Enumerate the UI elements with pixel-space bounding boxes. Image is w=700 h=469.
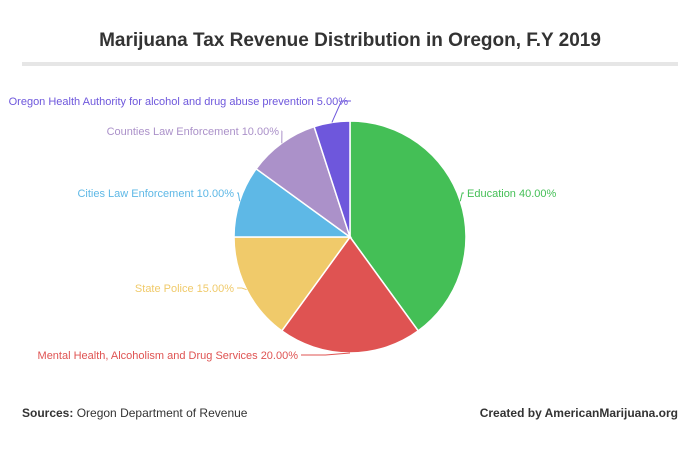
- pie-slice-counties-law-enforcement[interactable]: [255, 125, 352, 239]
- slice-label: Counties Law Enforcement 10.00%: [107, 126, 280, 138]
- pie-slice-oregon-health-authority-for-alcohol-and-drug-abuse-prevention[interactable]: [313, 120, 351, 238]
- label-connector: [237, 287, 247, 291]
- title-divider: [22, 62, 678, 66]
- slice-label: State Police 15.00%: [135, 283, 234, 295]
- label-connector: [331, 100, 351, 123]
- slice-label: Mental Health, Alcoholism and Drug Servi…: [38, 350, 299, 362]
- slice-label: Oregon Health Authority for alcohol and …: [9, 96, 349, 108]
- credit-note: Created by AmericanMarijuana.org: [479, 406, 678, 420]
- source-label: Sources:: [22, 406, 74, 420]
- label-connector: [237, 192, 241, 202]
- label-connector: [301, 352, 351, 356]
- source-text: Oregon Department of Revenue: [76, 406, 248, 420]
- slice-label: Cities Law Enforcement 10.00%: [77, 188, 234, 200]
- chart-title: Marijuana Tax Revenue Distribution in Or…: [99, 30, 601, 51]
- pie-slice-mental-health-alcoholism-and-drug-services[interactable]: [280, 235, 420, 354]
- label-connector: [459, 192, 464, 202]
- slice-label: Education 40.00%: [467, 188, 557, 200]
- pie-slice-state-police[interactable]: [233, 236, 352, 332]
- source-note: Sources: Oregon Department of Revenue: [22, 406, 247, 420]
